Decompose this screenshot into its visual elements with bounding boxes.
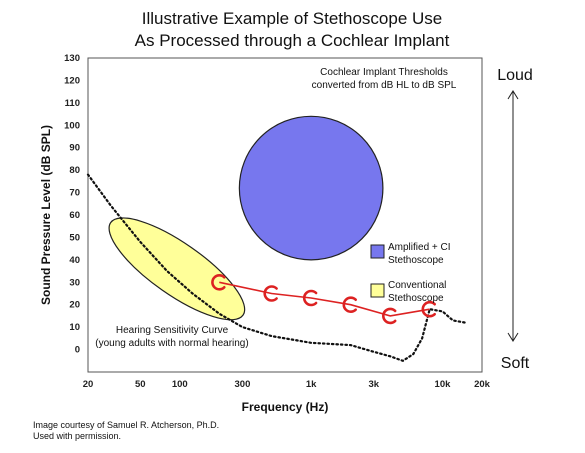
ci-note-line-1: Cochlear Implant Thresholds [320,67,448,78]
chart-title-line-2: As Processed through a Cochlear Implant [135,31,450,50]
chart-title-line-1: Illustrative Example of Stethoscope Use [142,9,442,28]
x-tick-label: 20k [474,379,491,390]
y-tick-label: 100 [64,120,80,131]
loud-label: Loud [497,67,533,84]
arrow-down-icon [507,332,519,342]
ci-threshold-marker [421,300,436,318]
legend-amplified-line-2: Stethoscope [388,255,444,266]
image-credit: Image courtesy of Samuel R. Atcherson, P… [33,420,219,442]
y-axis-ticks: 0 10 20 30 40 50 60 70 80 90 100 110 120 130 [64,53,80,356]
soft-label: Soft [501,355,530,372]
y-tick-label: 20 [69,300,80,311]
x-axis-label: Frequency (Hz) [242,400,329,414]
y-tick-label: 10 [69,322,80,333]
amplified-ci-stethoscope-region [238,115,384,261]
curve-note-line-1: Hearing Sensitivity Curve [116,325,229,336]
x-tick-label: 3k [369,379,380,390]
ci-threshold-layer [211,274,436,325]
legend-swatch-conventional [370,283,385,298]
y-tick-label: 60 [69,210,80,221]
x-axis-ticks: 20 50 100 300 1k 3k 10k 20k [83,379,491,390]
x-tick-label: 1k [306,379,317,390]
conventional-stethoscope-region [108,217,246,321]
legend-conventional-line-1: Conventional [388,280,446,291]
ci-threshold-marker [342,296,357,313]
legend-swatch-amplified [370,244,385,259]
y-axis-label: Sound Pressure Level (dB SPL) [39,125,53,305]
legend-conventional-line-2: Stethoscope [388,293,444,304]
hearing-sensitivity-curve [86,173,467,363]
x-tick-label: 50 [135,379,146,390]
legend-amplified-line-1: Amplified + CI [388,242,451,253]
hearing-curve-layer [86,173,467,363]
y-tick-label: 80 [69,165,80,176]
y-tick-label: 120 [64,75,80,86]
ci-threshold-line [219,281,430,317]
ci-threshold-marker [382,307,397,325]
y-tick-label: 40 [69,255,80,266]
x-tick-label: 100 [172,379,188,390]
y-tick-label: 110 [65,98,80,109]
y-tick-label: 70 [69,188,80,199]
x-tick-label: 10k [435,379,452,390]
y-tick-label: 50 [69,232,80,243]
stethoscope-regions [108,115,384,321]
curve-note-line-2: (young adults with normal hearing) [95,338,248,349]
ci-note-line-2: converted from dB HL to dB SPL [312,80,457,91]
y-tick-label: 130 [64,53,80,64]
ci-threshold-marker [211,274,226,291]
ci-threshold-marker [263,285,278,302]
ci-threshold-marker [302,289,318,307]
credit-line-2: Used with permission. [33,431,122,441]
arrow-up-icon [507,90,519,100]
x-tick-label: 20 [83,379,94,390]
x-tick-label: 300 [235,379,251,390]
y-tick-label: 0 [75,345,80,356]
credit-line-1: Image courtesy of Samuel R. Atcherson, P… [33,420,220,430]
y-tick-label: 90 [69,143,80,154]
y-tick-label: 30 [69,277,80,288]
